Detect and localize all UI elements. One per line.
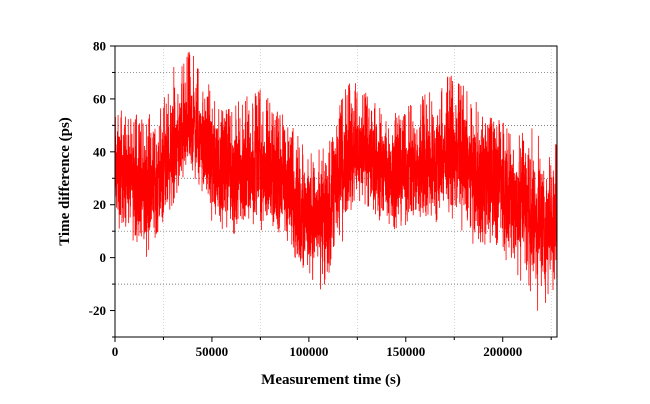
y-axis-title: Time difference (ps) — [57, 117, 73, 246]
y-tick-label: 20 — [93, 197, 106, 212]
x-tick-label: 0 — [112, 344, 119, 359]
x-tick-label: 50000 — [196, 344, 229, 359]
y-tick-label: 0 — [100, 250, 107, 265]
x-tick-label: 100000 — [289, 344, 328, 359]
y-tick-label: 60 — [93, 91, 106, 106]
x-tick-label: 200000 — [483, 344, 522, 359]
data-series — [114, 51, 558, 311]
tick-labels: 0 50000 100000 150000 200000 -20 0 20 40 60 80 — [89, 39, 523, 360]
x-tick-label: 150000 — [386, 344, 425, 359]
y-tick-label: 40 — [93, 144, 106, 159]
plot-frame — [114, 45, 558, 338]
y-tick-label: 80 — [93, 39, 106, 54]
x-axis-title: Measurement time (s) — [261, 372, 401, 388]
y-tick-label: -20 — [89, 303, 106, 318]
time-difference-series-line — [114, 51, 558, 311]
axis-ticks — [110, 45, 552, 342]
